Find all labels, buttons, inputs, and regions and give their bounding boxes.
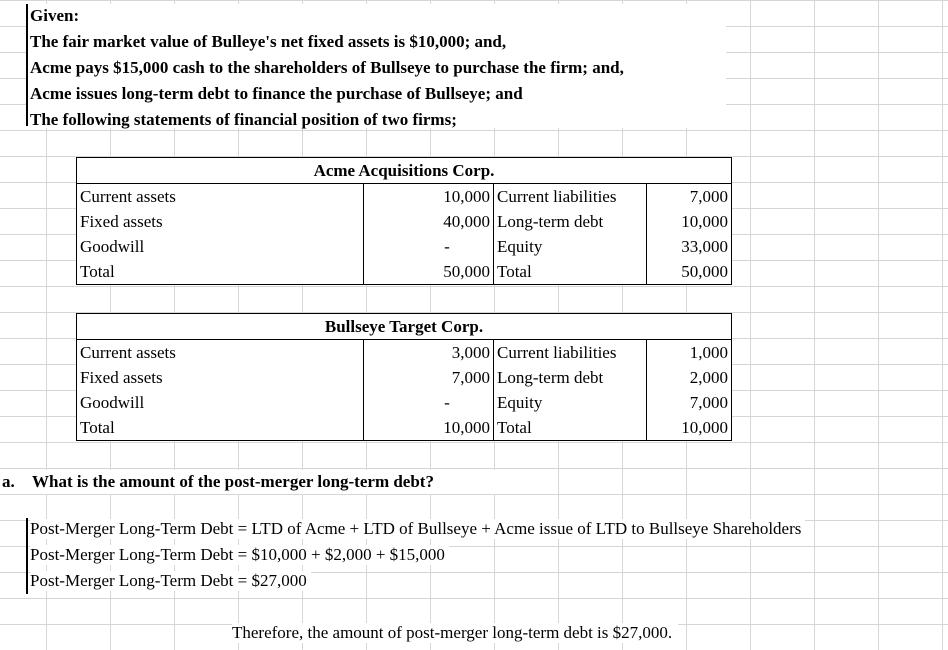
bullseye-asset-label: Fixed assets [76, 365, 364, 390]
acme-row: Fixed assets 40,000 Long-term debt 10,00… [76, 209, 732, 234]
bullseye-liability-label: Long-term debt [493, 365, 647, 390]
given-line-3: Acme issues long-term debt to finance th… [30, 84, 523, 103]
bullseye-liability-label: Total [493, 415, 647, 441]
bullseye-asset-amount: - [444, 393, 450, 412]
work-line-2: Post-Merger Long-Term Debt = $10,000 + $… [30, 545, 449, 565]
bullseye-liability-amount: 2,000 [689, 368, 728, 387]
acme-asset-label: Current assets [76, 183, 364, 209]
acme-liability-label: Total [493, 259, 647, 285]
bullseye-title: Bullseye Target Corp. [76, 313, 732, 340]
bullseye-row: Total 10,000 Total 10,000 [76, 415, 732, 441]
work-line-1: Post-Merger Long-Term Debt = LTD of Acme… [30, 519, 806, 539]
bullseye-liability-label: Current liabilities [493, 339, 647, 365]
bullseye-asset-label: Total [76, 415, 364, 441]
acme-liability-amount: 10,000 [681, 212, 728, 231]
bullseye-row: Current assets 3,000 Current liabilities… [76, 339, 732, 365]
acme-row: Goodwill - Equity 33,000 [76, 234, 732, 259]
acme-liability-label: Current liabilities [493, 183, 647, 209]
given-heading: Given: [30, 6, 80, 25]
work-line-3: Post-Merger Long-Term Debt = $27,000 [30, 571, 311, 591]
bullseye-liability-amount: 1,000 [689, 343, 728, 362]
given-left-border [26, 4, 28, 126]
acme-asset-amount: 10,000 [443, 187, 490, 206]
bullseye-asset-label: Goodwill [76, 390, 364, 415]
acme-liability-label: Long-term debt [493, 209, 647, 234]
acme-asset-label: Fixed assets [76, 209, 364, 234]
acme-liability-amount: 33,000 [681, 237, 728, 256]
given-line-1: The fair market value of Bulleye's net f… [30, 32, 507, 51]
acme-row: Total 50,000 Total 50,000 [76, 259, 732, 285]
bullseye-liability-amount: 7,000 [689, 393, 728, 412]
bullseye-asset-amount: 10,000 [443, 418, 490, 437]
bullseye-row: Fixed assets 7,000 Long-term debt 2,000 [76, 365, 732, 390]
acme-liability-amount: 50,000 [681, 262, 728, 281]
acme-liability-label: Equity [493, 234, 647, 259]
acme-row: Current assets 10,000 Current liabilitie… [76, 183, 732, 209]
acme-liability-amount: 7,000 [689, 187, 728, 206]
question-text: What is the amount of the post-merger lo… [32, 472, 434, 491]
conclusion-text: Therefore, the amount of post-merger lon… [232, 623, 679, 643]
bullseye-asset-label: Current assets [76, 339, 364, 365]
acme-title: Acme Acquisitions Corp. [76, 157, 732, 184]
acme-asset-amount: 40,000 [443, 212, 490, 231]
work-left-border [26, 518, 28, 594]
bullseye-liability-amount: 10,000 [681, 418, 728, 437]
bullseye-liability-label: Equity [493, 390, 647, 415]
acme-asset-label: Total [76, 259, 364, 285]
bullseye-balance-sheet: Bullseye Target Corp. Current assets 3,0… [76, 313, 732, 441]
acme-balance-sheet: Acme Acquisitions Corp. Current assets 1… [76, 157, 732, 285]
acme-asset-amount: - [444, 237, 450, 256]
acme-asset-amount: 50,000 [443, 262, 490, 281]
question-marker: a. [2, 472, 15, 491]
given-line-2: Acme pays $15,000 cash to the shareholde… [30, 58, 624, 77]
bullseye-row: Goodwill - Equity 7,000 [76, 390, 732, 415]
bullseye-asset-amount: 7,000 [451, 368, 490, 387]
bullseye-asset-amount: 3,000 [451, 343, 490, 362]
given-line-4: The following statements of financial po… [30, 110, 457, 129]
acme-asset-label: Goodwill [76, 234, 364, 259]
